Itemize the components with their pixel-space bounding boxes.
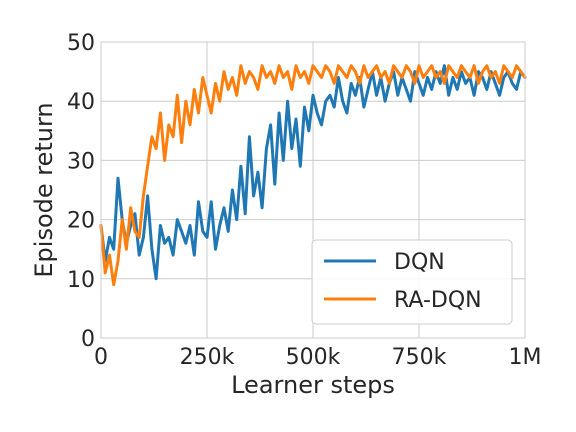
series-line-ra-dqn <box>99 64 527 287</box>
x-tick-label: 250k <box>180 345 235 370</box>
series-layer <box>99 64 527 287</box>
y-tick-label: 0 <box>81 327 95 352</box>
y-tick-label: 20 <box>67 209 95 234</box>
plot-frame <box>100 41 526 339</box>
y-tick-label: 50 <box>67 31 95 56</box>
y-tick-label: 10 <box>67 268 95 293</box>
y-tick-labels: 0 10 20 30 40 50 <box>67 31 95 352</box>
x-axis-label: Learner steps <box>231 371 395 399</box>
y-tick-label: 30 <box>67 149 95 174</box>
y-tick-label: 40 <box>67 90 95 115</box>
series-line-dqn <box>99 64 527 281</box>
x-tick-label: 750k <box>392 345 447 370</box>
x-tick-label: 1M <box>509 345 542 370</box>
x-tick-labels: 0 250k 500k 750k 1M <box>94 345 541 370</box>
legend-label-dqn: DQN <box>394 250 445 275</box>
legend: DQN RA-DQN <box>311 239 513 325</box>
legend-label-ra-dqn: RA-DQN <box>394 288 482 313</box>
y-axis-label: Episode return <box>30 102 58 277</box>
x-tick-label: 500k <box>286 345 341 370</box>
x-tick-label: 0 <box>94 345 108 370</box>
